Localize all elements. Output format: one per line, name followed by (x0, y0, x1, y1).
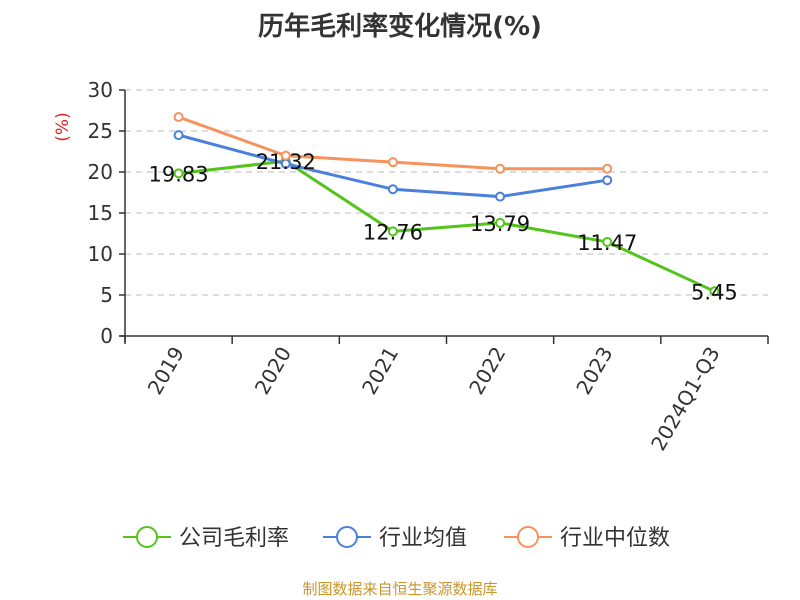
data-point (173, 168, 184, 179)
legend-marker (136, 526, 158, 548)
data-label: 11.47 (577, 231, 637, 255)
data-point (387, 226, 398, 237)
data-label: 13.79 (470, 212, 530, 236)
x-tick-label: 2023 (571, 343, 617, 399)
y-tick-label: 0 (100, 324, 113, 348)
series-line (178, 159, 716, 293)
legend-label: 行业均值 (379, 526, 467, 551)
y-tick-label: 15 (88, 201, 113, 225)
x-tick-label: 2022 (464, 343, 510, 399)
data-point (495, 191, 506, 202)
data-point (495, 163, 506, 174)
data-point (602, 163, 613, 174)
data-label: 5.45 (691, 280, 738, 304)
data-point (387, 157, 398, 168)
data-label: 19.83 (149, 162, 209, 186)
x-tick-label: 2021 (357, 343, 403, 399)
y-tick-label: 20 (88, 160, 113, 184)
x-tick-label: 2024Q1-Q3 (646, 343, 725, 455)
data-point (602, 236, 613, 247)
data-point (709, 286, 720, 297)
legend-label: 行业中位数 (560, 526, 670, 551)
legend-label: 公司毛利率 (179, 526, 289, 551)
data-point (173, 130, 184, 141)
x-tick-label: 2019 (143, 343, 189, 399)
y-tick-label: 25 (88, 119, 113, 143)
data-label: 12.76 (363, 220, 423, 244)
data-point (173, 112, 184, 123)
y-tick-label: 30 (88, 78, 113, 102)
data-point (602, 175, 613, 186)
y-tick-label: 5 (100, 283, 113, 307)
source-note: 制图数据来自恒生聚源数据库 (302, 580, 498, 598)
legend-marker (517, 526, 539, 548)
legend-marker (336, 526, 358, 548)
chart-title: 历年毛利率变化情况(%) (258, 12, 542, 42)
data-point (387, 184, 398, 195)
y-axis-label: (%) (53, 112, 73, 141)
data-point (495, 217, 506, 228)
data-label: 21.32 (256, 150, 316, 174)
data-point (280, 150, 291, 161)
x-tick-label: 2020 (250, 343, 296, 399)
y-tick-label: 10 (88, 242, 113, 266)
